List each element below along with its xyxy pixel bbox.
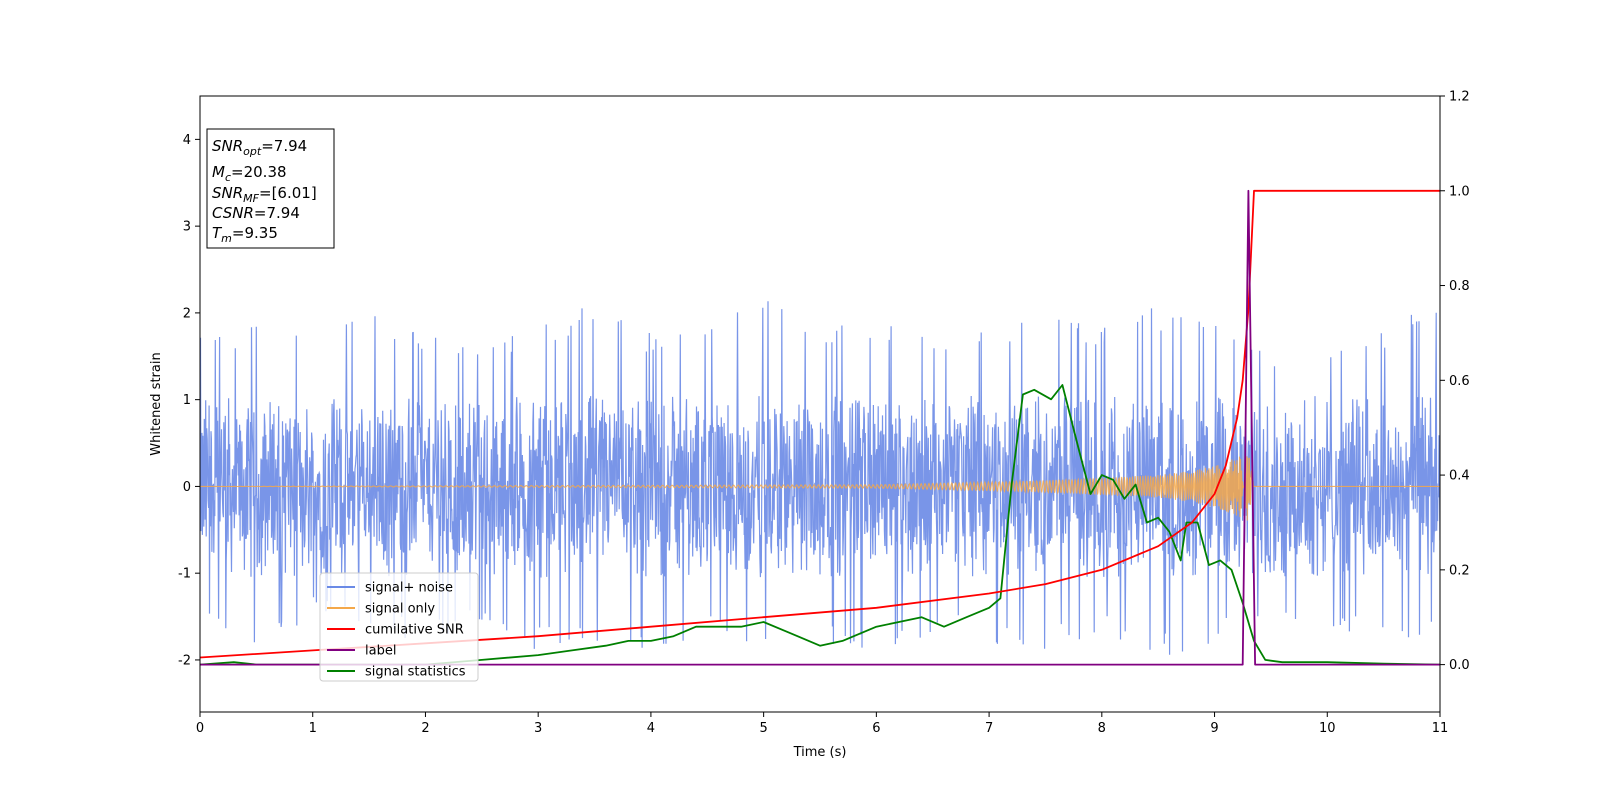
y2-tick-label: 0.6 [1449, 374, 1470, 389]
x-tick-label: 0 [196, 721, 204, 736]
series-signal-only [200, 456, 1440, 521]
stats-symbol: M [212, 163, 225, 181]
stats-symbol: SNR [212, 184, 243, 202]
stats-symbol: T [212, 224, 223, 242]
y-tick-label: -2 [178, 653, 191, 668]
y2-tick-label: 0.2 [1449, 563, 1470, 578]
y-tick-label: 2 [183, 306, 191, 321]
x-tick-label: 3 [534, 721, 542, 736]
stats-value: =20.38 [231, 163, 287, 181]
x-tick-label: 4 [647, 721, 655, 736]
y-tick-label: 1 [183, 393, 191, 408]
y-tick-label: 3 [183, 220, 191, 235]
y2-tick-label: 0.8 [1449, 279, 1470, 294]
stats-subscript: m [221, 232, 232, 245]
y-tick-label: 0 [183, 480, 191, 495]
stats-value: =9.35 [232, 224, 278, 242]
stats-symbol: SNR [212, 137, 243, 155]
legend-label: label [365, 644, 396, 659]
annotation-layer: SNRopt=7.94Mc=20.38SNRMF=[6.01]CSNR=7.94… [206, 128, 335, 249]
x-tick-label: 7 [985, 721, 993, 736]
stats-line: SNRopt=7.94 [212, 137, 307, 158]
y-axis-label: Whitened strain [149, 352, 164, 455]
stats-symbol: CSNR [212, 204, 254, 222]
stats-value: =7.94 [254, 204, 300, 222]
legend-label: signal+ noise [365, 581, 453, 596]
stats-subscript: c [225, 171, 231, 184]
y-tick-label: -1 [178, 567, 191, 582]
x-tick-label: 6 [872, 721, 880, 736]
series-signal-plus-noise [200, 301, 1440, 655]
stats-line: Tm=9.35 [212, 224, 278, 245]
y2-tick-label: 1.0 [1449, 184, 1470, 199]
x-tick-label: 11 [1432, 721, 1449, 736]
x-tick-label: 10 [1319, 721, 1336, 736]
series-signal-statistics [200, 384, 1440, 666]
legend-box [319, 572, 479, 682]
stats-value: =7.94 [261, 137, 307, 155]
stats-line: Mc=20.38 [212, 163, 287, 184]
y-tick-label: 4 [183, 133, 191, 148]
legend-layer: signal+ noise signal only cumilative SNR la… [319, 572, 479, 682]
x-tick-label: 9 [1210, 721, 1218, 736]
stats-value: =[6.01] [259, 184, 317, 202]
stats-box [206, 128, 335, 249]
x-tick-label: 8 [1098, 721, 1106, 736]
x-tick-label: 1 [309, 721, 317, 736]
y2-tick-label: 1.2 [1449, 90, 1470, 105]
y2-tick-label: 0.4 [1449, 469, 1470, 484]
plot-frame [199, 95, 1441, 713]
legend-label: signal statistics [365, 665, 466, 680]
x-axis-label: Time (s) [793, 745, 847, 760]
stats-line: SNRMF=[6.01] [212, 184, 317, 205]
x-tick-label: 5 [759, 721, 767, 736]
x-tick-label: 2 [421, 721, 429, 736]
stats-subscript: opt [243, 145, 262, 158]
stats-subscript: MF [243, 192, 259, 205]
stats-line: CSNR=7.94 [212, 204, 300, 222]
series-label [200, 189, 1440, 666]
legend-label: signal only [365, 602, 435, 617]
axes-layer: 0 1 2 3 4 5 6 7 8 9 10 11 -2 -1 0 1 2 3 4 0.0 0.2 0.4 0.6 0.8 1.… [149, 90, 1470, 761]
legend-label: cumilative SNR [365, 623, 464, 638]
series-layer [200, 189, 1440, 666]
y2-tick-label: 0.0 [1449, 658, 1470, 673]
series-cumilative-snr [200, 189, 1440, 659]
